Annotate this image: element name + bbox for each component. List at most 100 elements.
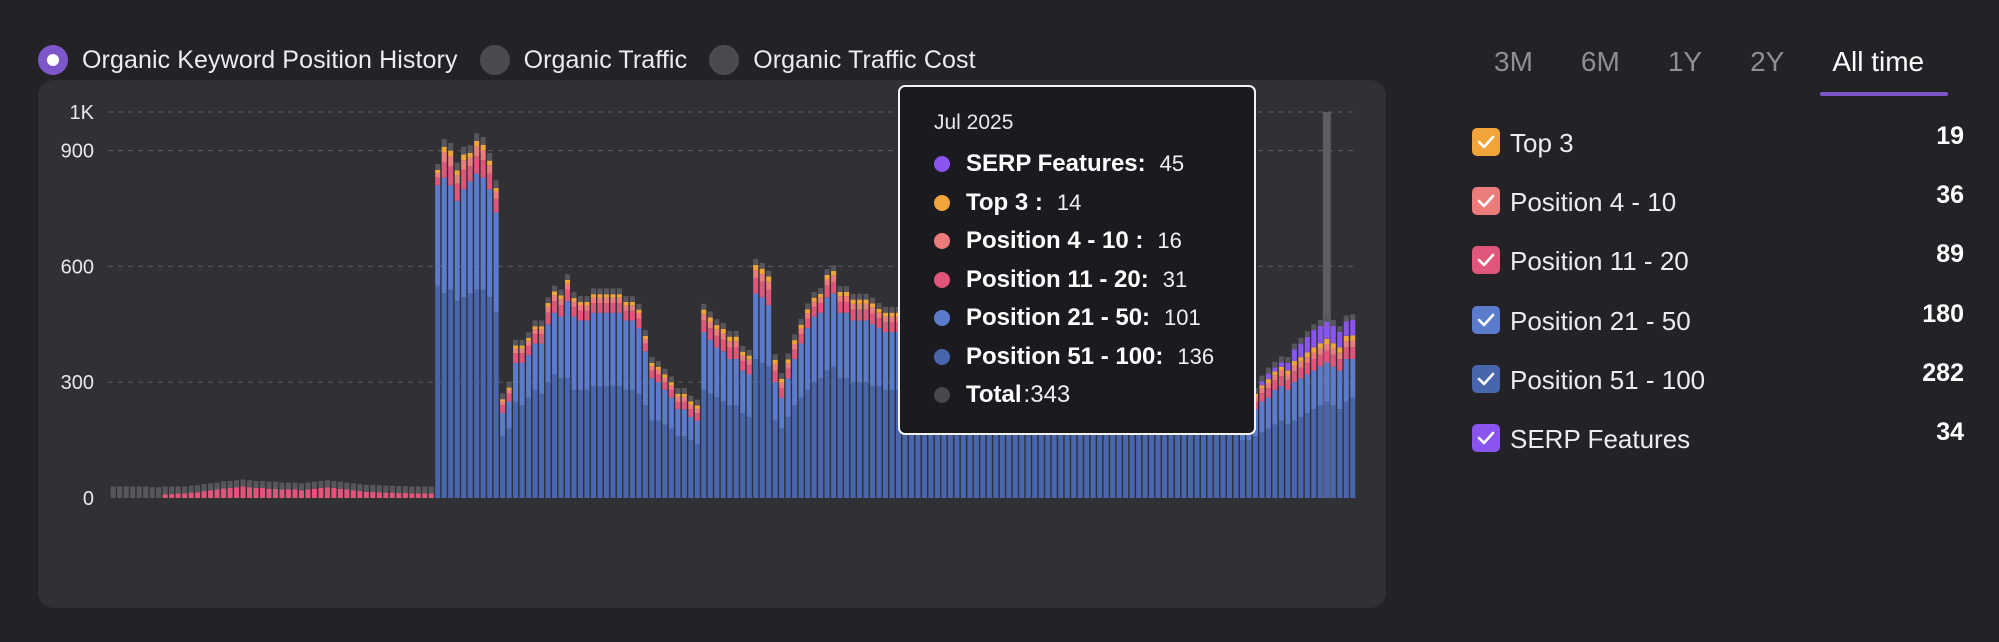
bar-segment[interactable] — [1285, 370, 1291, 375]
bar-segment[interactable] — [662, 389, 668, 425]
bar-segment[interactable] — [519, 348, 525, 354]
bar-segment[interactable] — [402, 486, 408, 493]
bar-segment[interactable] — [746, 355, 752, 360]
bar-segment[interactable] — [857, 320, 863, 383]
bar-segment[interactable] — [1324, 321, 1330, 339]
bar-segment[interactable] — [1019, 405, 1025, 498]
bar-segment[interactable] — [766, 289, 772, 305]
bar-segment[interactable] — [766, 270, 772, 277]
bar-segment[interactable] — [552, 291, 558, 296]
bar-segment[interactable] — [792, 334, 798, 341]
bar-segment[interactable] — [234, 480, 240, 488]
bar-segment[interactable] — [337, 488, 343, 498]
bar-segment[interactable] — [1187, 420, 1194, 498]
bar-segment[interactable] — [513, 353, 519, 363]
bar-segment[interactable] — [636, 393, 642, 498]
bar-segment[interactable] — [837, 378, 843, 498]
bar-segment[interactable] — [623, 389, 629, 498]
bar-segment[interactable] — [1298, 337, 1304, 344]
bar-segment[interactable] — [454, 174, 460, 184]
bar-segment[interactable] — [182, 486, 188, 494]
bar-segment[interactable] — [259, 481, 266, 488]
bar-segment[interactable] — [337, 481, 343, 489]
bar-segment[interactable] — [383, 492, 389, 498]
bar-segment[interactable] — [597, 312, 603, 387]
bar-segment[interactable] — [558, 305, 564, 317]
bar-segment[interactable] — [461, 189, 467, 298]
bar-segment[interactable] — [844, 296, 850, 302]
bar-segment[interactable] — [571, 306, 577, 317]
bar-segment[interactable] — [857, 299, 863, 304]
bar-segment[interactable] — [623, 296, 629, 302]
bar-segment[interactable] — [363, 491, 369, 498]
bar-segment[interactable] — [610, 312, 616, 387]
bar-segment[interactable] — [1350, 347, 1356, 360]
bar-segment[interactable] — [824, 297, 830, 371]
bar-segment[interactable] — [675, 387, 681, 394]
bar-segment[interactable] — [493, 191, 499, 199]
bar-segment[interactable] — [487, 189, 493, 298]
bar-segment[interactable] — [1175, 420, 1181, 498]
bar-segment[interactable] — [740, 370, 746, 414]
bar-segment[interactable] — [539, 329, 545, 334]
bar-segment[interactable] — [636, 328, 642, 394]
bar-segment[interactable] — [448, 166, 454, 186]
bar-segment[interactable] — [1200, 424, 1207, 498]
bar-segment[interactable] — [811, 382, 817, 498]
bar-segment[interactable] — [1038, 409, 1044, 498]
bar-segment[interactable] — [889, 316, 895, 322]
bar-segment[interactable] — [616, 303, 622, 313]
bar-segment[interactable] — [610, 303, 616, 313]
bar-segment[interactable] — [558, 316, 564, 379]
bar-segment[interactable] — [441, 177, 447, 294]
bar-segment[interactable] — [448, 156, 454, 167]
bar-segment[interactable] — [396, 486, 402, 493]
bar-segment[interactable] — [642, 405, 648, 498]
bar-segment[interactable] — [526, 397, 532, 498]
bar-segment[interactable] — [707, 321, 713, 329]
bar-segment[interactable] — [844, 301, 850, 313]
bar-segment[interactable] — [175, 486, 181, 494]
bar-segment[interactable] — [247, 487, 253, 498]
bar-segment[interactable] — [746, 374, 752, 417]
bar-segment[interactable] — [714, 319, 720, 326]
bar-segment[interactable] — [545, 306, 551, 313]
bar-segment[interactable] — [519, 405, 525, 498]
bar-segment[interactable] — [467, 152, 473, 158]
bar-segment[interactable] — [798, 328, 804, 334]
bar-segment[interactable] — [441, 152, 447, 163]
bar-segment[interactable] — [1285, 357, 1291, 363]
bar-segment[interactable] — [195, 492, 201, 498]
bar-segment[interactable] — [324, 480, 330, 488]
bar-segment[interactable] — [1291, 420, 1297, 498]
bar-segment[interactable] — [564, 289, 571, 302]
bar-segment[interactable] — [772, 364, 778, 371]
bar-segment[interactable] — [694, 413, 700, 421]
bar-segment[interactable] — [837, 296, 843, 302]
radio-option-0[interactable]: Organic Keyword Position History — [38, 45, 458, 75]
bar-segment[interactable] — [571, 316, 577, 390]
bar-segment[interactable] — [720, 351, 726, 402]
bar-segment[interactable] — [837, 312, 843, 379]
bar-segment[interactable] — [513, 348, 519, 354]
bar-segment[interactable] — [779, 387, 785, 398]
bar-segment[interactable] — [461, 169, 467, 190]
bar-segment[interactable] — [1311, 324, 1317, 331]
bar-segment[interactable] — [1311, 359, 1317, 371]
bar-segment[interactable] — [973, 401, 979, 499]
bar-segment[interactable] — [493, 180, 499, 189]
bar-segment[interactable] — [921, 393, 927, 498]
bar-segment[interactable] — [785, 359, 791, 364]
bar-segment[interactable] — [629, 310, 635, 321]
bar-segment[interactable] — [681, 387, 687, 394]
bar-segment[interactable] — [798, 333, 804, 344]
bar-segment[interactable] — [805, 389, 811, 498]
bar-segment[interactable] — [1285, 362, 1291, 371]
bar-segment[interactable] — [324, 487, 330, 498]
bar-segment[interactable] — [266, 488, 272, 498]
bar-segment[interactable] — [824, 370, 830, 498]
bar-segment[interactable] — [720, 323, 726, 329]
bar-segment[interactable] — [1317, 348, 1323, 355]
bar-segment[interactable] — [519, 345, 525, 349]
bar-segment[interactable] — [564, 301, 571, 379]
